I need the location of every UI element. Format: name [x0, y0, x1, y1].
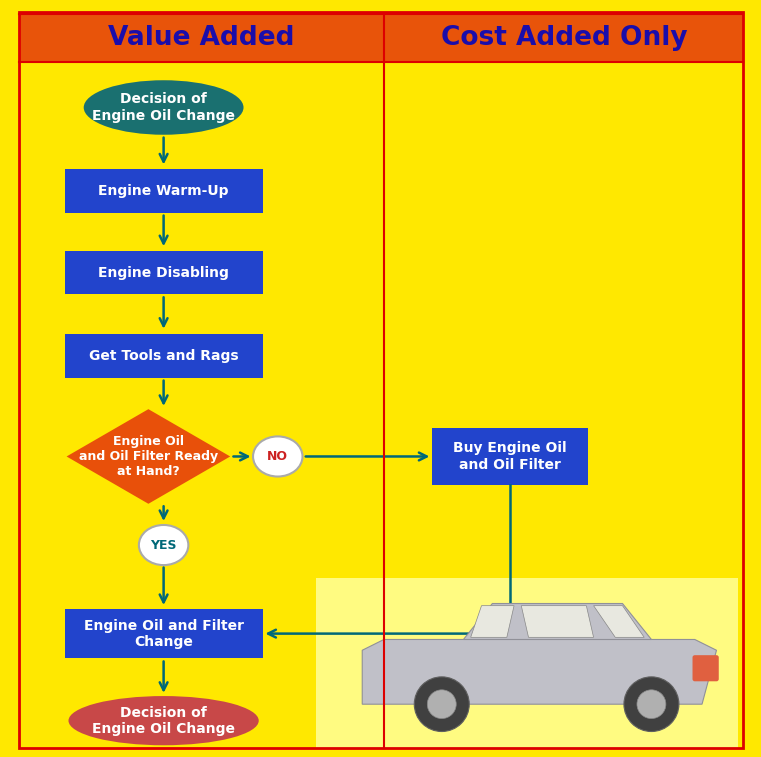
- Polygon shape: [67, 409, 230, 504]
- Text: Value Added: Value Added: [108, 25, 295, 51]
- Bar: [65, 251, 263, 294]
- Ellipse shape: [253, 436, 303, 477]
- Circle shape: [414, 677, 470, 731]
- Text: Buy Engine Oil
and Oil Filter: Buy Engine Oil and Oil Filter: [453, 441, 567, 472]
- Circle shape: [637, 690, 666, 718]
- Text: YES: YES: [151, 538, 177, 552]
- Text: Cost Added Only: Cost Added Only: [441, 25, 687, 51]
- Text: Engine Oil
and Oil Filter Ready
at Hand?: Engine Oil and Oil Filter Ready at Hand?: [79, 435, 218, 478]
- Text: Engine Warm-Up: Engine Warm-Up: [98, 184, 229, 198]
- Polygon shape: [594, 606, 644, 637]
- Bar: [316, 578, 738, 748]
- Bar: [65, 169, 263, 213]
- Polygon shape: [362, 640, 717, 704]
- Polygon shape: [463, 603, 651, 640]
- Bar: [432, 428, 587, 485]
- Bar: [65, 334, 263, 378]
- Ellipse shape: [139, 525, 189, 565]
- Text: Engine Oil and Filter
Change: Engine Oil and Filter Change: [84, 618, 244, 649]
- Text: Decision of
Engine Oil Change: Decision of Engine Oil Change: [92, 706, 235, 736]
- Circle shape: [428, 690, 457, 718]
- FancyBboxPatch shape: [693, 656, 718, 681]
- Polygon shape: [470, 606, 514, 637]
- Bar: [19, 14, 743, 62]
- Text: Engine Disabling: Engine Disabling: [98, 266, 229, 279]
- Polygon shape: [521, 606, 594, 637]
- Bar: [65, 609, 263, 658]
- Ellipse shape: [68, 696, 259, 745]
- Text: Decision of
Engine Oil Change: Decision of Engine Oil Change: [92, 92, 235, 123]
- Text: NO: NO: [267, 450, 288, 463]
- Text: Get Tools and Rags: Get Tools and Rags: [89, 349, 238, 363]
- Ellipse shape: [84, 80, 244, 135]
- Circle shape: [624, 677, 679, 731]
